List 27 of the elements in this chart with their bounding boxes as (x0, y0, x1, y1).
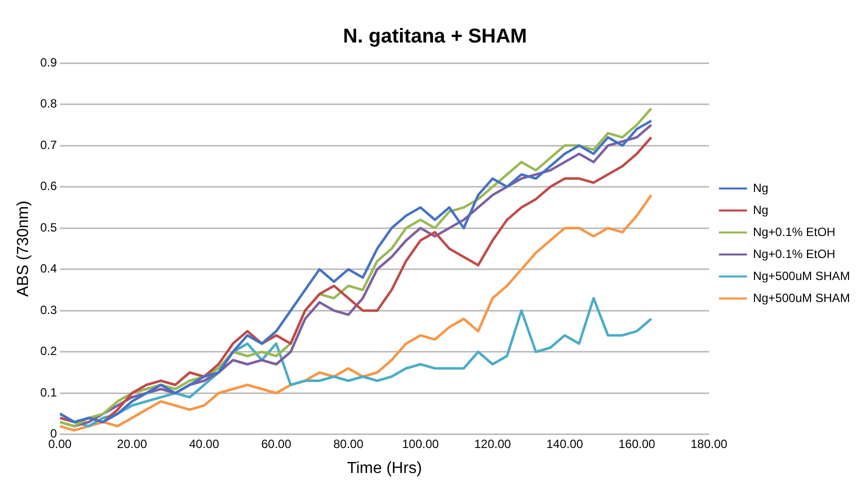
x-axis-title: Time (Hrs) (346, 460, 422, 477)
y-tick-label: 0.3 (40, 302, 58, 317)
y-tick-label: 0.7 (40, 138, 58, 152)
legend-label: Ng+0.1% EtOH (752, 224, 836, 239)
legend-label: Ng (752, 180, 768, 195)
x-tick-label: 140.00 (546, 436, 584, 451)
y-tick-label: 0.8 (40, 96, 58, 111)
y-tick-label: 0.6 (40, 179, 58, 194)
legend-label: Ng+500uM SHAM (752, 290, 850, 305)
x-tick-label: 120.00 (474, 436, 512, 451)
x-tick-label: 180.00 (690, 436, 728, 451)
y-tick-label: 0.2 (40, 344, 58, 358)
x-tick-label: 80.00 (333, 436, 364, 451)
legend-label: Ng (752, 202, 768, 217)
y-tick-label: 0.1 (40, 385, 58, 400)
x-tick-label: 160.00 (618, 436, 656, 451)
x-tick-label: 20.00 (116, 436, 148, 451)
x-tick-label: 40.00 (189, 436, 220, 451)
chart-title: N. gatitana + SHAM (343, 26, 527, 48)
y-tick-label: 0.5 (40, 220, 58, 234)
x-tick-label: 60.00 (261, 436, 292, 451)
y-tick-label: 0.4 (40, 262, 58, 276)
x-tick-label: 100.00 (402, 436, 440, 451)
legend-label: Ng+0.1% EtOH (752, 246, 836, 261)
y-tick-label: 0.9 (40, 55, 58, 70)
y-axis-title: ABS (730nm) (15, 200, 32, 297)
legend-label: Ng+500uM SHAM (752, 268, 850, 283)
